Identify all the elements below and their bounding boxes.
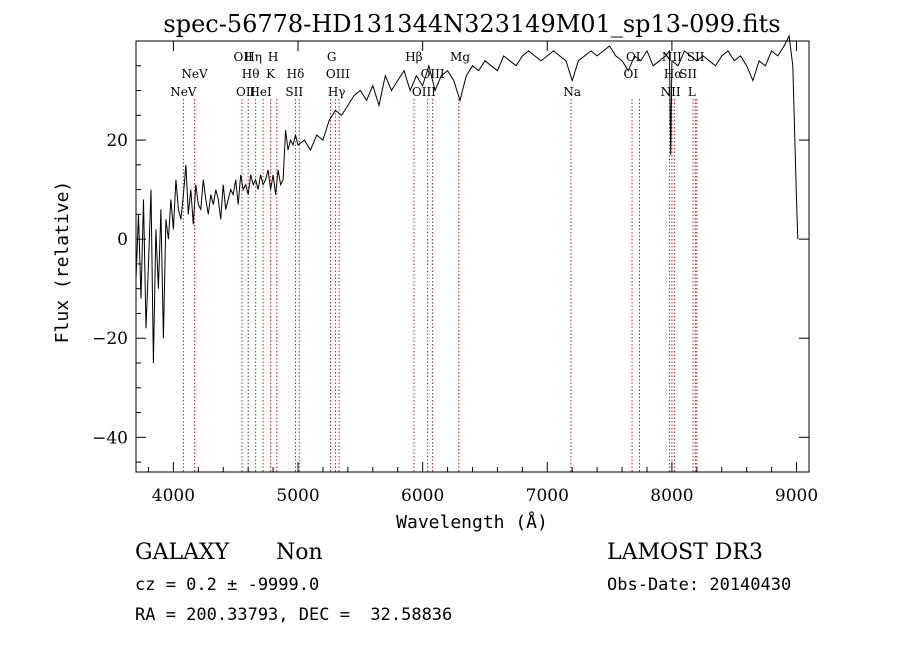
marker-label: OIII — [326, 67, 350, 81]
marker-label: SII — [687, 50, 705, 64]
marker-label: OII — [234, 50, 254, 64]
marker-label: OIII — [421, 67, 445, 81]
obs-date: Obs-Date: 20140430 — [607, 575, 791, 595]
survey-name: LAMOST DR3 — [607, 540, 763, 565]
marker-label: Hη — [244, 50, 262, 64]
marker-label: G — [327, 50, 337, 64]
marker-label: OIII — [412, 85, 436, 99]
y-tick-label: −20 — [92, 329, 128, 349]
marker-label: Hβ — [405, 50, 422, 64]
x-tick-label: 5000 — [276, 486, 319, 506]
object-class: GALAXY — [135, 540, 230, 565]
chart-title: spec-56778-HD131344N323149M01_sp13-099.f… — [163, 10, 780, 38]
marker-label: K — [266, 67, 276, 81]
x-tick-label: 6000 — [401, 486, 444, 506]
marker-label: H — [268, 50, 278, 64]
marker-label: Na — [563, 85, 581, 99]
marker-label: OI — [623, 67, 638, 81]
marker-label: L — [688, 85, 696, 99]
x-tick-label: 8000 — [650, 486, 693, 506]
y-tick-label: 20 — [106, 131, 128, 151]
marker-label: NeV — [181, 67, 208, 81]
marker-label: NeV — [170, 85, 197, 99]
marker-label: Hγ — [328, 85, 346, 99]
x-tick-label: 7000 — [526, 486, 569, 506]
object-subclass: Non — [276, 540, 323, 565]
marker-label: Hδ — [287, 67, 305, 81]
y-tick-label: 0 — [117, 230, 128, 250]
series-layer — [135, 34, 799, 364]
x-axis-label: Wavelength (Å) — [396, 511, 548, 533]
marker-label: Hθ — [242, 67, 260, 81]
marker-label: SII — [679, 67, 697, 81]
plot-frame — [135, 40, 810, 473]
marker-label: NII — [661, 85, 681, 99]
spectrum-series — [135, 34, 799, 364]
y-axis-label: Flux (relative) — [52, 181, 73, 344]
x-axis: 4000 5000 6000 7000 8000 9000 — [147, 41, 818, 506]
marker-label: OI — [626, 50, 641, 64]
marker-label: Hα — [664, 67, 683, 81]
marker-label: SII — [285, 85, 303, 99]
coordinates: RA = 200.33793, DEC = 32.58836 — [135, 605, 452, 625]
redshift-line: cz = 0.2 ± -9999.0 — [135, 575, 319, 595]
y-tick-label: −40 — [92, 428, 128, 448]
marker-lines-group — [182, 99, 698, 472]
x-tick-label: 4000 — [152, 486, 195, 506]
y-axis: −40 −20 0 20 — [92, 65, 809, 463]
x-tick-label: 9000 — [775, 486, 818, 506]
marker-label: Mg — [450, 50, 470, 64]
marker-label: OII — [236, 85, 256, 99]
marker-label: HeI — [249, 85, 272, 99]
